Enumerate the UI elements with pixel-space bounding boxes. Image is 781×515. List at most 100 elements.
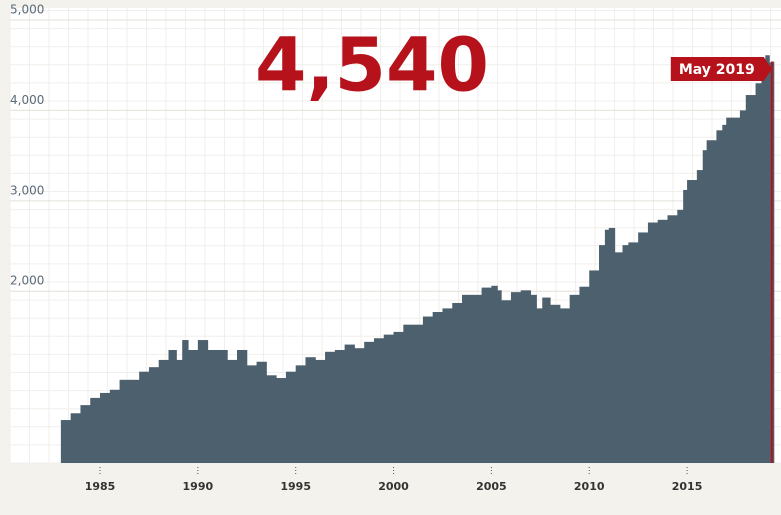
area-step	[325, 351, 336, 463]
area-step	[569, 294, 580, 463]
area-step	[647, 222, 659, 463]
area-step	[148, 367, 160, 463]
area-step	[696, 170, 704, 463]
y-tick-label: 4,000	[10, 93, 44, 107]
area-step	[732, 117, 741, 464]
x-tick-label: 2010	[574, 480, 605, 493]
area-step	[599, 245, 606, 463]
area-step	[305, 357, 316, 463]
area-step	[227, 359, 238, 463]
x-tick-label: 2015	[672, 480, 703, 493]
y-tick-label: 2,000	[10, 274, 44, 288]
area-step	[80, 405, 91, 463]
area-step	[373, 338, 385, 463]
area-step	[182, 340, 189, 463]
area-step	[334, 349, 346, 463]
area-step	[536, 308, 543, 463]
area-step	[266, 375, 277, 463]
area-step	[761, 69, 766, 463]
area-step	[364, 341, 375, 463]
area-step	[207, 349, 218, 463]
area-step	[471, 294, 483, 463]
area-step	[604, 229, 610, 463]
area-step	[295, 365, 306, 463]
area-step	[501, 300, 512, 463]
area-step	[276, 378, 287, 463]
area-step	[683, 189, 688, 463]
area-step	[638, 232, 649, 463]
area-step	[622, 245, 629, 463]
area-step	[442, 308, 453, 463]
area-step	[530, 294, 537, 463]
area-step	[589, 270, 600, 463]
headline: 4,540	[255, 23, 489, 109]
area-step	[256, 361, 267, 463]
area-step	[739, 110, 747, 463]
area-step	[168, 349, 177, 463]
y-tick-label: 3,000	[10, 183, 44, 197]
area-step	[687, 180, 698, 463]
area-step	[608, 227, 616, 463]
area-step	[765, 55, 770, 463]
area-step	[520, 290, 532, 463]
area-step	[188, 349, 199, 463]
area-step	[559, 308, 571, 463]
area-step	[119, 379, 130, 463]
area-step	[667, 215, 678, 463]
area-step	[129, 379, 140, 463]
area-step	[628, 242, 639, 463]
area-step	[550, 304, 561, 463]
area-step	[706, 140, 717, 463]
area-step	[432, 312, 443, 463]
annotation-box	[670, 57, 772, 81]
area-step	[90, 397, 101, 463]
area-step	[403, 324, 414, 463]
area-step	[726, 117, 733, 464]
area-step	[139, 371, 150, 463]
area-step	[383, 334, 395, 463]
area-step	[422, 316, 434, 463]
area-step	[769, 62, 773, 464]
x-tick-label: 2000	[378, 480, 409, 493]
area-step	[462, 294, 473, 463]
area-step	[354, 348, 365, 463]
area-step	[755, 83, 762, 464]
area-step	[771, 61, 775, 463]
area-step	[745, 95, 757, 464]
area-step	[109, 389, 121, 463]
area-step	[217, 349, 228, 463]
area-step	[481, 287, 492, 463]
x-tick-label: 2005	[476, 480, 507, 493]
area-step	[510, 292, 522, 463]
area-step	[716, 130, 723, 463]
area-step	[722, 124, 727, 463]
area-step	[246, 365, 258, 463]
area-step	[176, 359, 183, 463]
area-step	[344, 344, 355, 463]
area-step	[452, 302, 463, 463]
area-step	[491, 285, 498, 463]
x-tick-label: 1995	[280, 480, 311, 493]
area-step	[236, 349, 248, 463]
area-step	[413, 324, 424, 463]
area-step	[677, 209, 684, 463]
area-step	[657, 219, 669, 463]
area-step	[197, 340, 209, 463]
x-tick-label: 1990	[183, 480, 214, 493]
area-step	[614, 252, 623, 463]
area-step	[393, 331, 404, 463]
x-tick-label: 1985	[85, 480, 116, 493]
area-step	[60, 420, 72, 463]
area-step	[702, 150, 708, 464]
y-tick-label: 5,000	[10, 3, 44, 17]
annotation: May 2019	[679, 62, 755, 78]
area-step	[579, 286, 590, 463]
area-step	[100, 392, 111, 463]
area-step	[497, 290, 502, 463]
area-step	[315, 359, 326, 463]
area-step	[542, 297, 551, 463]
area-step	[70, 413, 81, 463]
area-step	[158, 359, 170, 463]
area-step	[285, 371, 297, 463]
